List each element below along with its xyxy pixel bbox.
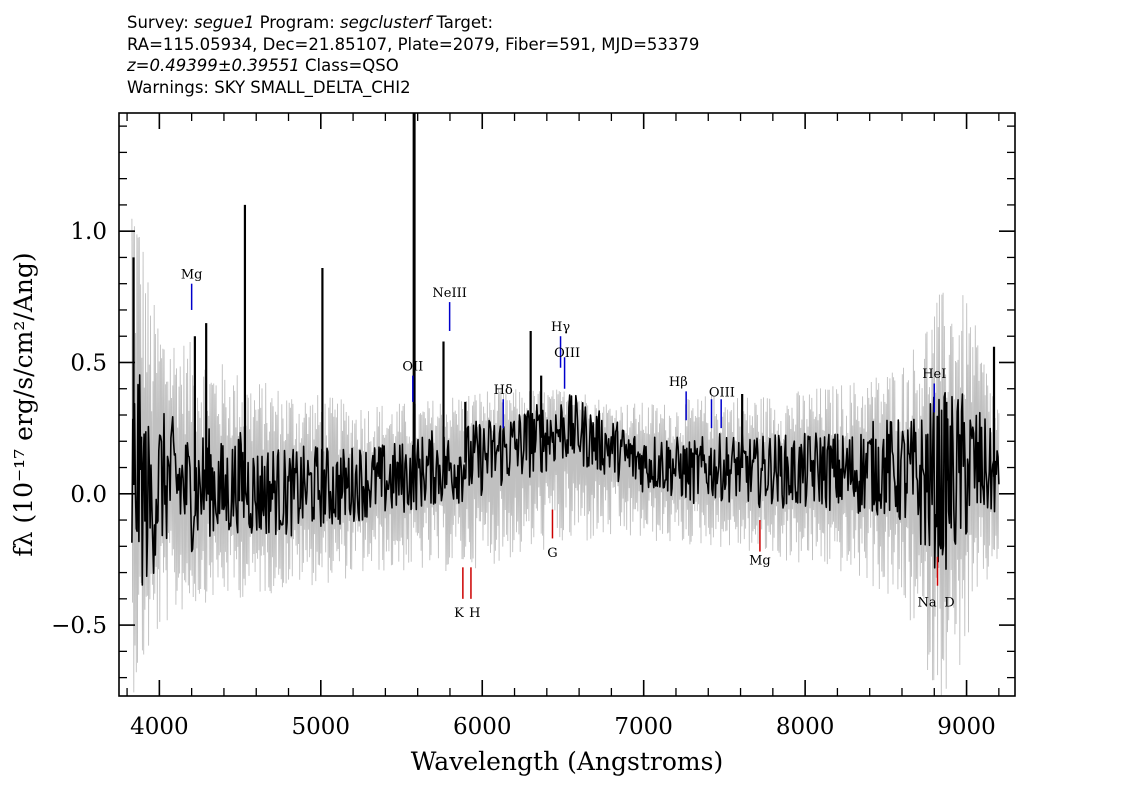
survey-label: Survey: — [127, 13, 189, 32]
y-tick-label: 1.0 — [70, 219, 107, 245]
x-axis-label: Wavelength (Angstroms) — [411, 747, 723, 776]
spectrum-header: Survey: segue1 Program: segclusterf Targ… — [127, 12, 699, 98]
plot-frame — [118, 112, 1016, 697]
line-label: OIII — [554, 346, 580, 361]
x-tick-label: 7000 — [614, 714, 673, 740]
line-label: K — [454, 606, 464, 621]
x-tick-label: 5000 — [292, 714, 351, 740]
axes: 4000 5000 6000 7000 8000 9000 −0.5 0.0 0.5 1.0 — [51, 113, 1015, 740]
line-label: OIII — [709, 386, 735, 401]
line-label: Hβ — [669, 375, 688, 390]
x-tick-label: 4000 — [130, 714, 189, 740]
redshift-value: z=0.49399±0.39551 — [127, 56, 300, 75]
header-line-1: Survey: segue1 Program: segclusterf Targ… — [127, 12, 699, 34]
plot-area: Mg NeIII OII Hδ Hγ OIII Hβ OIII HeI G K H Mg Na D — [131, 113, 1000, 696]
header-line-3: z=0.49399±0.39551 Class=QSO — [127, 55, 699, 77]
line-label: G — [547, 546, 557, 561]
header-line-2: RA=115.05934, Dec=21.85107, Plate=2079, … — [127, 34, 700, 54]
line-label: Na — [918, 596, 937, 611]
line-label: NeIII — [432, 286, 466, 301]
line-label: Hγ — [551, 320, 570, 335]
line-label: OII — [402, 359, 423, 374]
y-axis-label: fλ (10⁻¹⁷ erg/s/cm²/Ang) — [9, 252, 38, 556]
line-label: D — [944, 596, 954, 611]
y-tick-label: −0.5 — [51, 613, 107, 639]
header-line-4: Warnings: SKY SMALL_DELTA_CHI2 — [127, 77, 411, 97]
target-label: Target: — [436, 13, 494, 32]
class-value: Class=QSO — [305, 56, 399, 75]
line-label: H — [469, 606, 480, 621]
survey-value: segue1 — [194, 13, 255, 32]
line-label: HeI — [922, 367, 946, 382]
y-tick-label: 0.0 — [70, 482, 107, 508]
line-label: Mg — [181, 267, 203, 282]
flux-spectrum-line — [131, 374, 1000, 586]
x-tick-label: 9000 — [937, 714, 996, 740]
x-tick-label: 6000 — [453, 714, 512, 740]
line-label: Mg — [749, 554, 771, 569]
x-tick-label: 8000 — [776, 714, 835, 740]
y-tick-label: 0.5 — [70, 350, 107, 376]
line-label: Hδ — [494, 383, 513, 398]
program-label: Program: — [259, 13, 335, 32]
program-value: segclusterf — [340, 13, 432, 32]
